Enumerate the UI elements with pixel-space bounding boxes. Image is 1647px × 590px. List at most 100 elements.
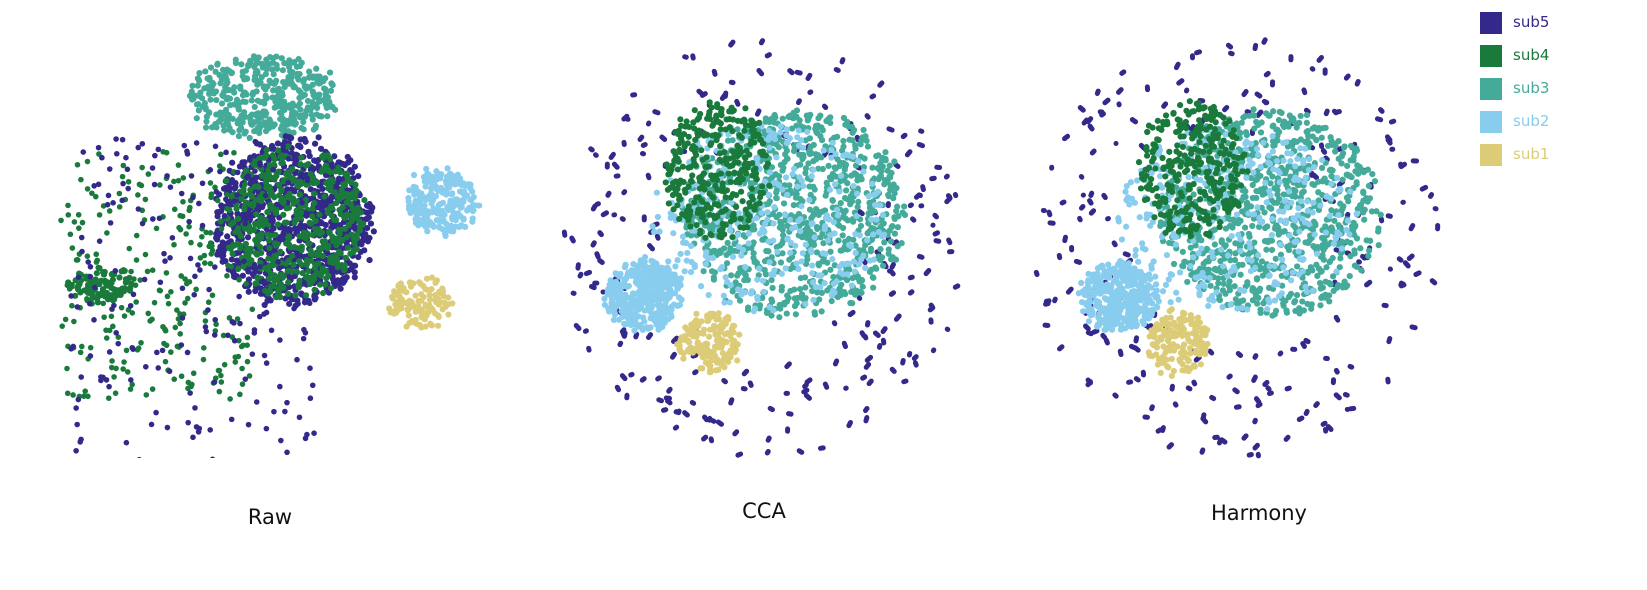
point-sub4 [353,209,360,216]
point-sub5 [363,202,371,209]
point-sub3 [327,87,335,94]
point-sub4 [309,174,317,181]
point-sub5 [621,113,630,122]
point-sub4 [305,240,312,247]
point-sub2 [621,320,628,327]
point-sub2 [762,220,769,227]
point-sub3 [780,164,787,171]
point-sub4 [691,160,698,167]
point-sub5 [577,271,584,279]
point-sub5 [300,335,307,342]
point-sub5 [256,313,263,320]
point-sub5 [307,395,314,402]
point-sub3 [853,287,860,294]
point-sub4 [719,225,726,233]
point-sub4 [186,223,192,230]
point-sub2 [456,188,464,195]
point-sub4 [297,245,305,253]
point-sub2 [622,291,629,298]
point-sub5 [893,313,902,322]
point-sub4 [759,148,767,155]
point-sub5 [294,356,300,363]
point-sub5 [590,240,597,248]
point-sub3 [869,164,876,171]
point-sub2 [618,302,626,309]
point-sub4 [264,208,271,216]
point-sub1 [705,333,713,340]
point-sub4 [708,231,715,239]
point-sub2 [797,228,804,235]
point-sub4 [750,167,757,174]
point-sub5 [206,286,212,293]
point-sub4 [235,353,242,360]
point-sub2 [430,205,437,212]
point-sub4 [125,307,132,313]
point-sub4 [736,132,743,139]
point-sub5 [916,141,926,149]
point-sub4 [212,184,218,191]
point-sub2 [649,223,656,230]
point-sub4 [731,169,738,177]
point-sub5 [944,195,953,205]
point-sub4 [764,160,772,167]
point-sub3 [300,112,307,119]
point-sub2 [782,265,789,272]
point-sub4 [766,182,773,189]
point-sub2 [879,233,886,240]
point-sub3 [783,298,791,305]
point-sub5 [251,152,258,159]
point-sub2 [875,228,882,236]
point-sub4 [224,205,230,212]
point-sub2 [423,165,430,173]
point-sub3 [281,98,288,105]
point-sub5 [155,146,162,153]
raw-cluster-sub2 [405,165,483,240]
point-sub3 [811,309,818,316]
point-sub4 [297,161,304,168]
point-sub4 [142,251,149,258]
point-sub3 [234,118,241,125]
point-sub5 [910,216,917,223]
point-sub1 [697,365,704,372]
point-sub3 [235,104,242,112]
point-sub2 [463,192,470,199]
point-sub2 [829,139,836,147]
point-sub4 [275,181,283,188]
point-sub5 [68,293,74,299]
point-sub3 [295,56,302,63]
point-sub5 [617,340,624,348]
point-sub4 [749,172,756,179]
point-sub4 [120,366,126,372]
point-sub5 [302,329,309,336]
point-sub4 [680,130,688,138]
point-sub2 [773,154,780,161]
point-sub2 [868,216,875,223]
point-sub5 [130,291,137,298]
point-sub2 [615,316,623,323]
point-sub1 [443,302,450,309]
point-sub4 [322,267,330,275]
point-sub3 [306,74,313,81]
point-sub4 [280,177,288,184]
point-sub4 [252,196,259,204]
point-sub5 [872,330,881,339]
point-sub5 [261,301,268,309]
point-sub4 [171,376,178,382]
point-sub2 [669,278,676,285]
point-sub2 [441,230,449,237]
point-sub4 [134,346,141,353]
point-sub4 [331,189,339,196]
point-sub3 [862,133,869,140]
point-sub2 [445,183,452,190]
point-sub2 [622,261,629,268]
point-sub4 [274,241,281,248]
point-sub5 [304,431,310,438]
point-sub5 [115,340,122,347]
point-sub5 [197,267,203,273]
point-sub5 [231,337,238,344]
point-sub4 [327,285,335,292]
point-sub4 [299,269,306,277]
point-sub4 [672,178,679,185]
point-sub5 [864,354,874,363]
point-sub4 [165,300,172,307]
